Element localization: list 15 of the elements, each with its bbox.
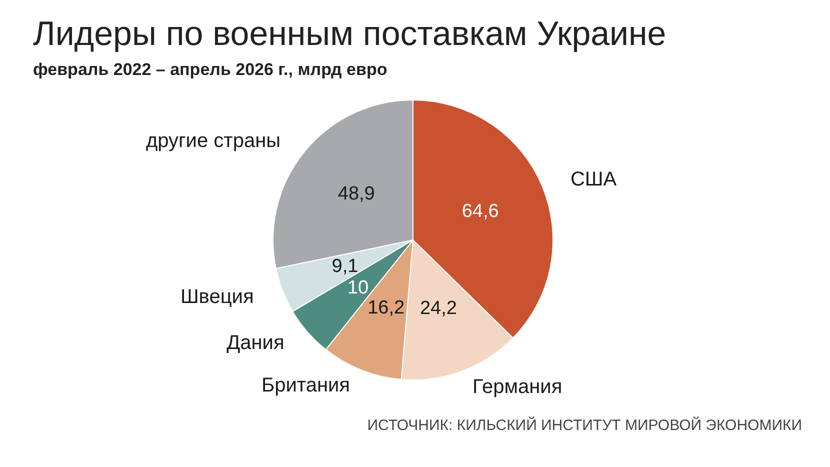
slice-label: Швеция	[180, 286, 254, 308]
text: ИСТОЧНИК: КИЛЬСКИЙ ИНСТИТУТ МИРОВОЙ ЭКОНОМИКИ	[367, 416, 802, 434]
data-label: 48,9	[338, 183, 375, 204]
data-label: 24,2	[420, 298, 457, 319]
chart-subtitle: февраль 2022 – апрель 2026 г., млрд евро	[33, 60, 388, 79]
data-label: 9,1	[332, 256, 358, 277]
chart-title: Лидеры по военным поставкам Украине	[33, 15, 666, 53]
slice-label: Дания	[226, 332, 284, 354]
slice-label: Британия	[261, 374, 350, 397]
slice-label: другие страны	[146, 130, 280, 152]
data-label: 10	[347, 277, 369, 298]
data-label: 16,2	[368, 297, 405, 318]
slice-label: США	[570, 168, 618, 190]
data-label: 64,6	[462, 201, 499, 222]
slice-label: Германия	[472, 376, 562, 398]
